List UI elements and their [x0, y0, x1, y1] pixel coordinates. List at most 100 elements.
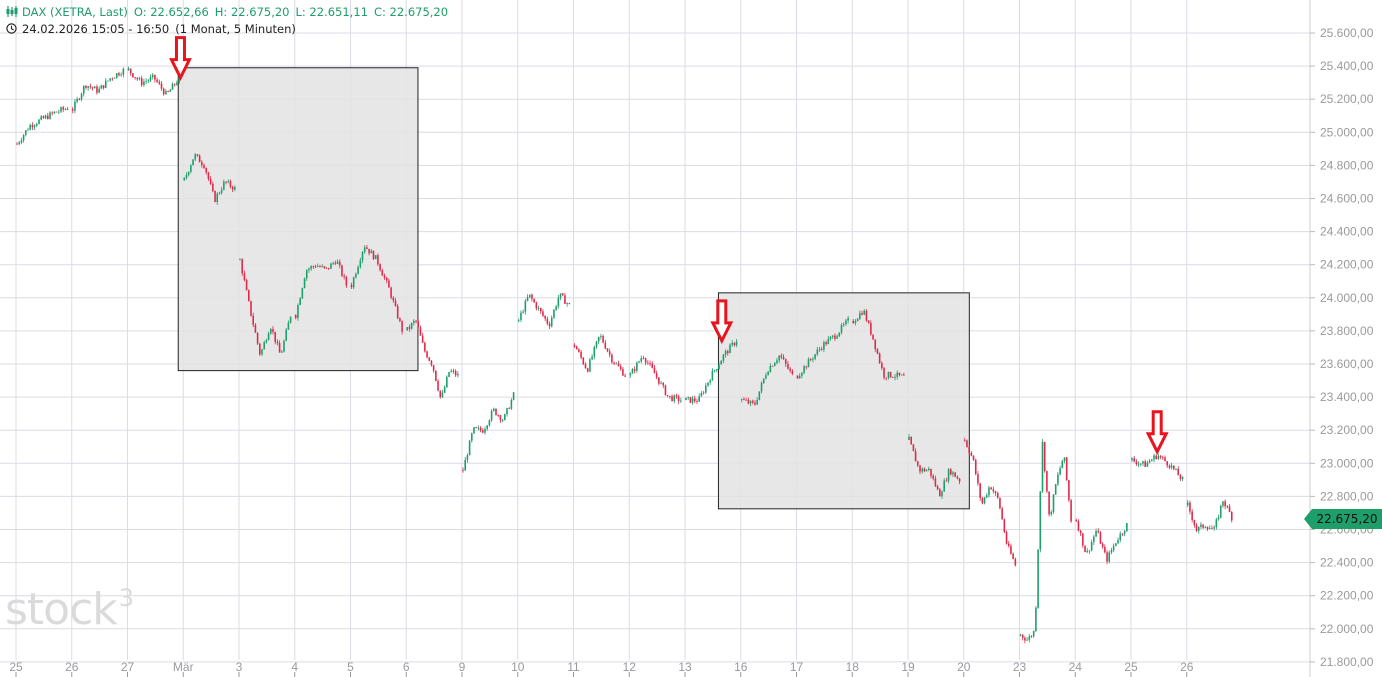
candle — [330, 263, 332, 269]
candle — [687, 397, 689, 398]
candle — [829, 336, 832, 339]
candle — [55, 111, 58, 113]
candle — [642, 358, 645, 359]
candle — [1230, 512, 1233, 521]
candle — [702, 392, 705, 394]
candle — [401, 321, 403, 332]
y-tick-label: 22.800,00 — [1320, 489, 1374, 503]
candle — [473, 427, 475, 434]
x-tick-label: 16 — [734, 660, 748, 674]
candle — [426, 351, 428, 358]
candle — [1226, 506, 1229, 508]
candle — [448, 372, 450, 377]
candle — [1217, 517, 1220, 520]
candle — [892, 377, 894, 378]
candle — [325, 267, 328, 269]
candle — [1050, 512, 1053, 515]
candle — [559, 293, 562, 298]
candle — [854, 321, 857, 324]
candle — [390, 287, 392, 298]
candle — [227, 181, 230, 183]
candle — [1063, 457, 1066, 461]
candle — [1142, 461, 1144, 464]
candle — [773, 362, 776, 367]
y-tick-label: 21.800,00 — [1320, 655, 1374, 669]
candle — [187, 171, 190, 176]
candle — [604, 342, 607, 349]
candle — [1086, 550, 1089, 553]
candle — [372, 250, 375, 260]
candle — [162, 88, 165, 95]
candle — [285, 329, 287, 341]
candle — [1007, 543, 1010, 546]
candle — [1021, 634, 1024, 638]
candle — [1090, 542, 1093, 551]
x-tick-label: 12 — [623, 660, 637, 674]
candle — [419, 327, 422, 336]
candle — [127, 68, 130, 71]
candle — [160, 83, 163, 89]
candle — [912, 444, 915, 452]
candle — [655, 373, 658, 378]
candlestick-icon — [6, 6, 18, 17]
candle — [220, 189, 223, 193]
candle — [312, 266, 315, 268]
candle — [852, 320, 855, 324]
candle — [27, 129, 29, 131]
candle — [939, 489, 941, 497]
y-tick-label: 22.000,00 — [1320, 622, 1374, 636]
candle — [345, 276, 348, 286]
candle — [115, 73, 118, 78]
candle — [497, 415, 499, 416]
candle — [424, 342, 426, 352]
candle — [1191, 511, 1193, 520]
candle — [482, 430, 484, 433]
candle — [941, 491, 943, 497]
candle — [823, 342, 825, 350]
candle — [1186, 502, 1189, 506]
candle — [1106, 552, 1108, 562]
candle — [98, 88, 100, 93]
candle — [974, 459, 977, 475]
candle — [908, 436, 910, 440]
candle — [53, 111, 56, 114]
candle — [113, 77, 116, 79]
candle — [250, 300, 252, 316]
candle — [432, 365, 435, 371]
candle — [1097, 531, 1100, 533]
y-tick-label: 22.400,00 — [1320, 556, 1374, 570]
candle — [82, 85, 85, 94]
candle — [145, 80, 147, 82]
candle — [1162, 456, 1164, 458]
candle — [294, 315, 297, 318]
x-axis: 25 26 27 Mär 3 4 5 6 9 10 11 12 13 16 17 18 19 20 23 24 25 26 — [9, 660, 1194, 677]
x-tick-label: 26 — [1180, 660, 1194, 674]
candle — [557, 297, 560, 307]
candle — [143, 81, 145, 85]
time-header: 24.02.2026 15:05 - 16:50 (1 Monat, 5 Minu… — [6, 22, 302, 36]
candle — [104, 80, 107, 88]
candle — [158, 81, 161, 84]
candle — [299, 298, 301, 306]
candle — [33, 125, 36, 128]
candle — [928, 468, 930, 470]
candle — [649, 363, 651, 364]
x-tick-label: 10 — [511, 660, 525, 674]
candle — [1070, 500, 1072, 522]
x-tick-label: 17 — [790, 660, 804, 674]
candle — [1001, 508, 1003, 520]
candle — [767, 371, 769, 376]
x-tick-label: 25 — [1124, 660, 1138, 674]
candle — [443, 387, 446, 393]
y-tick-label: 25.400,00 — [1320, 59, 1374, 73]
candle — [735, 341, 738, 345]
candle — [252, 315, 254, 325]
candle — [758, 391, 761, 400]
candle — [838, 332, 841, 337]
candle — [631, 369, 634, 374]
candle — [680, 400, 682, 402]
candle — [970, 452, 973, 456]
candle — [374, 255, 377, 260]
candle — [1173, 465, 1175, 470]
